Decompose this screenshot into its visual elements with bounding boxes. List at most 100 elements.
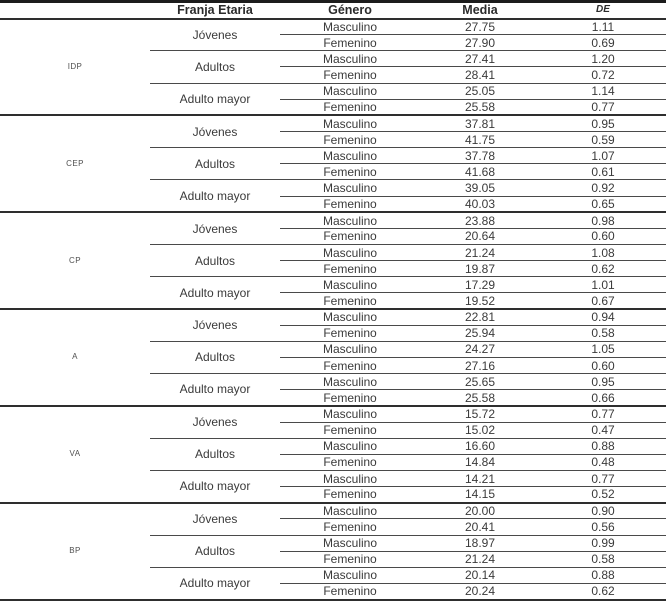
header-group-blank xyxy=(0,1,150,20)
table-row: A Jóvenes Masculino 22.81 0.94 xyxy=(0,308,666,406)
media-cell: 27.90 xyxy=(420,34,540,51)
table-row: VA Jóvenes Masculino 15.72 0.77 xyxy=(0,404,666,503)
group-label: CEP xyxy=(0,114,150,213)
table-row: Femenino 41.68 0.61 xyxy=(0,163,666,180)
group-label: A xyxy=(0,308,150,406)
table-row: Adulto mayor Masculino 39.05 0.92 xyxy=(0,179,666,213)
franja-label: Adulto mayor xyxy=(150,179,280,213)
de-cell: 0.90 xyxy=(540,501,666,519)
media-cell: 27.16 xyxy=(420,356,540,374)
table-row: Femenino 20.64 0.60 xyxy=(0,227,666,245)
table-row: Femenino 14.84 0.48 xyxy=(0,453,666,471)
franja-label: Jóvenes xyxy=(150,404,280,439)
de-cell: 0.58 xyxy=(540,324,666,342)
franja-label: Adulto mayor xyxy=(150,469,280,503)
de-cell: 0.88 xyxy=(540,437,666,455)
media-cell: 39.05 xyxy=(420,179,540,197)
header-de: DE xyxy=(540,1,666,20)
genero-cell: Femenino xyxy=(280,163,420,180)
genero-cell: Masculino xyxy=(280,82,420,100)
media-cell: 20.64 xyxy=(420,227,540,245)
franja-label: Adulto mayor xyxy=(150,566,280,600)
table-row: Femenino 15.02 0.47 xyxy=(0,421,666,439)
franja-label: Adultos xyxy=(150,50,280,84)
genero-cell: Femenino xyxy=(280,260,420,277)
de-cell: 0.92 xyxy=(540,179,666,197)
de-cell: 0.77 xyxy=(540,404,666,423)
media-cell: 25.58 xyxy=(420,389,540,406)
de-cell: 0.62 xyxy=(540,260,666,277)
table-row: Femenino 41.75 0.59 xyxy=(0,130,666,148)
table-row: Femenino 25.94 0.58 xyxy=(0,324,666,342)
media-cell: 20.24 xyxy=(420,582,540,600)
de-cell: 0.48 xyxy=(540,453,666,471)
media-cell: 25.58 xyxy=(420,98,540,116)
media-cell: 37.81 xyxy=(420,114,540,132)
media-cell: 20.41 xyxy=(420,518,540,535)
de-cell: 1.08 xyxy=(540,243,666,261)
genero-cell: Femenino xyxy=(280,324,420,342)
table-row: Femenino 25.58 0.66 xyxy=(0,389,666,406)
de-cell: 0.95 xyxy=(540,373,666,390)
genero-cell: Femenino xyxy=(280,421,420,439)
de-cell: 0.56 xyxy=(540,518,666,535)
table-row: Femenino 20.41 0.56 xyxy=(0,518,666,535)
genero-cell: Femenino xyxy=(280,389,420,406)
genero-cell: Masculino xyxy=(280,469,420,487)
media-cell: 28.41 xyxy=(420,66,540,84)
de-cell: 0.58 xyxy=(540,550,666,568)
table-row: Adultos Masculino 27.41 1.20 xyxy=(0,50,666,84)
de-cell: 1.01 xyxy=(540,276,666,293)
table-row: Femenino 28.41 0.72 xyxy=(0,66,666,84)
table-row: Femenino 27.90 0.69 xyxy=(0,34,666,51)
franja-label: Jóvenes xyxy=(150,211,280,245)
genero-cell: Femenino xyxy=(280,130,420,148)
de-cell: 0.65 xyxy=(540,195,666,213)
franja-label: Adultos xyxy=(150,437,280,471)
table-row: Femenino 40.03 0.65 xyxy=(0,195,666,213)
genero-cell: Masculino xyxy=(280,179,420,197)
media-cell: 15.02 xyxy=(420,421,540,439)
franja-label: Adultos xyxy=(150,340,280,374)
genero-cell: Femenino xyxy=(280,356,420,374)
de-cell: 1.07 xyxy=(540,147,666,164)
media-cell: 19.87 xyxy=(420,260,540,277)
table-row: CP Jóvenes Masculino 23.88 0.98 xyxy=(0,211,666,310)
table-row: Adultos Masculino 16.60 0.88 xyxy=(0,437,666,471)
genero-cell: Femenino xyxy=(280,227,420,245)
media-cell: 21.24 xyxy=(420,243,540,261)
de-cell: 0.77 xyxy=(540,469,666,487)
group-label: CP xyxy=(0,211,150,310)
media-cell: 41.75 xyxy=(420,130,540,148)
franja-label: Adulto mayor xyxy=(150,82,280,116)
genero-cell: Masculino xyxy=(280,437,420,455)
genero-cell: Femenino xyxy=(280,66,420,84)
table-row: Adulto mayor Masculino 25.65 0.95 xyxy=(0,373,666,406)
media-cell: 25.94 xyxy=(420,324,540,342)
media-cell: 25.05 xyxy=(420,82,540,100)
table-row: Femenino 19.52 0.67 xyxy=(0,292,666,310)
genero-cell: Masculino xyxy=(280,404,420,423)
genero-cell: Femenino xyxy=(280,550,420,568)
table-row: Femenino 20.24 0.62 xyxy=(0,582,666,600)
table-row: Femenino 27.16 0.60 xyxy=(0,356,666,374)
table-row: Adulto mayor Masculino 20.14 0.88 xyxy=(0,566,666,600)
genero-cell: Femenino xyxy=(280,195,420,213)
genero-cell: Femenino xyxy=(280,292,420,310)
genero-cell: Masculino xyxy=(280,566,420,584)
genero-cell: Femenino xyxy=(280,453,420,471)
genero-cell: Masculino xyxy=(280,276,420,293)
media-cell: 23.88 xyxy=(420,211,540,229)
table-row: Adultos Masculino 37.78 1.07 xyxy=(0,147,666,180)
franja-label: Adultos xyxy=(150,534,280,568)
de-cell: 0.52 xyxy=(540,486,666,503)
table-body: IDP Jóvenes Masculino 27.75 1.11 Femenino 27.9… xyxy=(0,17,666,600)
table-row: Femenino 21.24 0.58 xyxy=(0,550,666,568)
table-row: Adultos Masculino 21.24 1.08 xyxy=(0,243,666,277)
table-row: Femenino 25.58 0.77 xyxy=(0,98,666,116)
franja-label: Adulto mayor xyxy=(150,373,280,406)
media-cell: 16.60 xyxy=(420,437,540,455)
de-cell: 0.72 xyxy=(540,66,666,84)
media-cell: 14.15 xyxy=(420,486,540,503)
